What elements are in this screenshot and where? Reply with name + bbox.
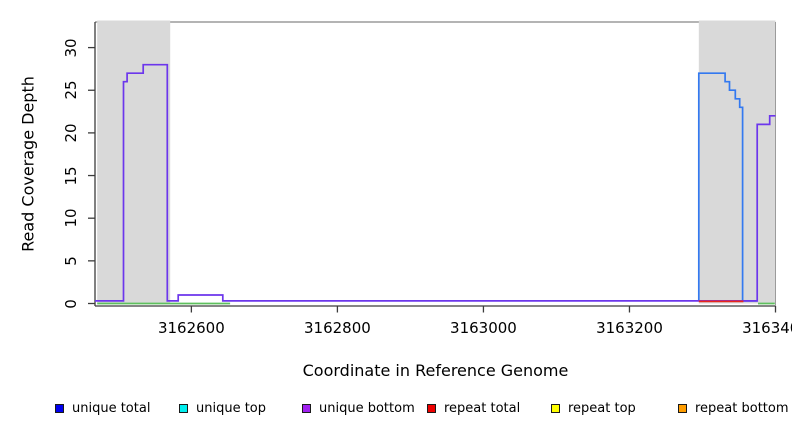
series-line-0 [697, 72, 758, 302]
legend-swatch-unique-bottom [302, 403, 311, 413]
legend: unique total unique top unique bottom re… [0, 400, 792, 418]
legend-swatch-repeat-bottom [678, 403, 687, 413]
y-tick-label: 0 [62, 298, 80, 309]
legend-swatch-repeat-total [427, 403, 436, 413]
legend-swatch-unique-top [179, 403, 188, 413]
legend-label: unique top [196, 400, 267, 416]
x-tick-label: 3163000 [450, 319, 517, 337]
y-tick-label: 20 [62, 123, 80, 143]
legend-item-repeat-top: repeat top [551, 400, 636, 416]
x-tick-label: 3163200 [596, 319, 663, 337]
y-tick-label: 30 [62, 38, 80, 58]
legend-label: unique bottom [319, 400, 415, 416]
legend-label: repeat total [444, 400, 521, 416]
x-axis-title: Coordinate in Reference Genome [302, 361, 569, 380]
legend-label: repeat bottom [695, 400, 789, 416]
y-tick-label: 5 [62, 256, 80, 266]
shaded-region-0 [97, 20, 171, 304]
x-tick-label: 3163400 [742, 319, 792, 337]
legend-item-unique-bottom: unique bottom [302, 400, 415, 416]
legend-item-unique-total: unique total [55, 400, 150, 416]
legend-swatch-unique-total [55, 403, 64, 413]
x-tick-label: 3162600 [157, 319, 225, 337]
x-tick-label: 3162800 [304, 319, 371, 337]
y-tick-label: 15 [62, 165, 80, 186]
shaded-region-1 [698, 20, 776, 304]
series-line-1 [95, 63, 776, 302]
legend-label: unique total [72, 400, 151, 416]
legend-item-repeat-total: repeat total [427, 400, 520, 416]
y-tick-label: 10 [62, 208, 80, 228]
legend-label: repeat top [568, 400, 636, 416]
y-axis-title: Read Coverage Depth [18, 76, 38, 252]
legend-swatch-repeat-top [551, 403, 560, 413]
legend-item-repeat-bottom: repeat bottom [678, 400, 789, 416]
y-tick-label: 25 [62, 80, 80, 100]
legend-item-unique-top: unique top [179, 400, 266, 416]
